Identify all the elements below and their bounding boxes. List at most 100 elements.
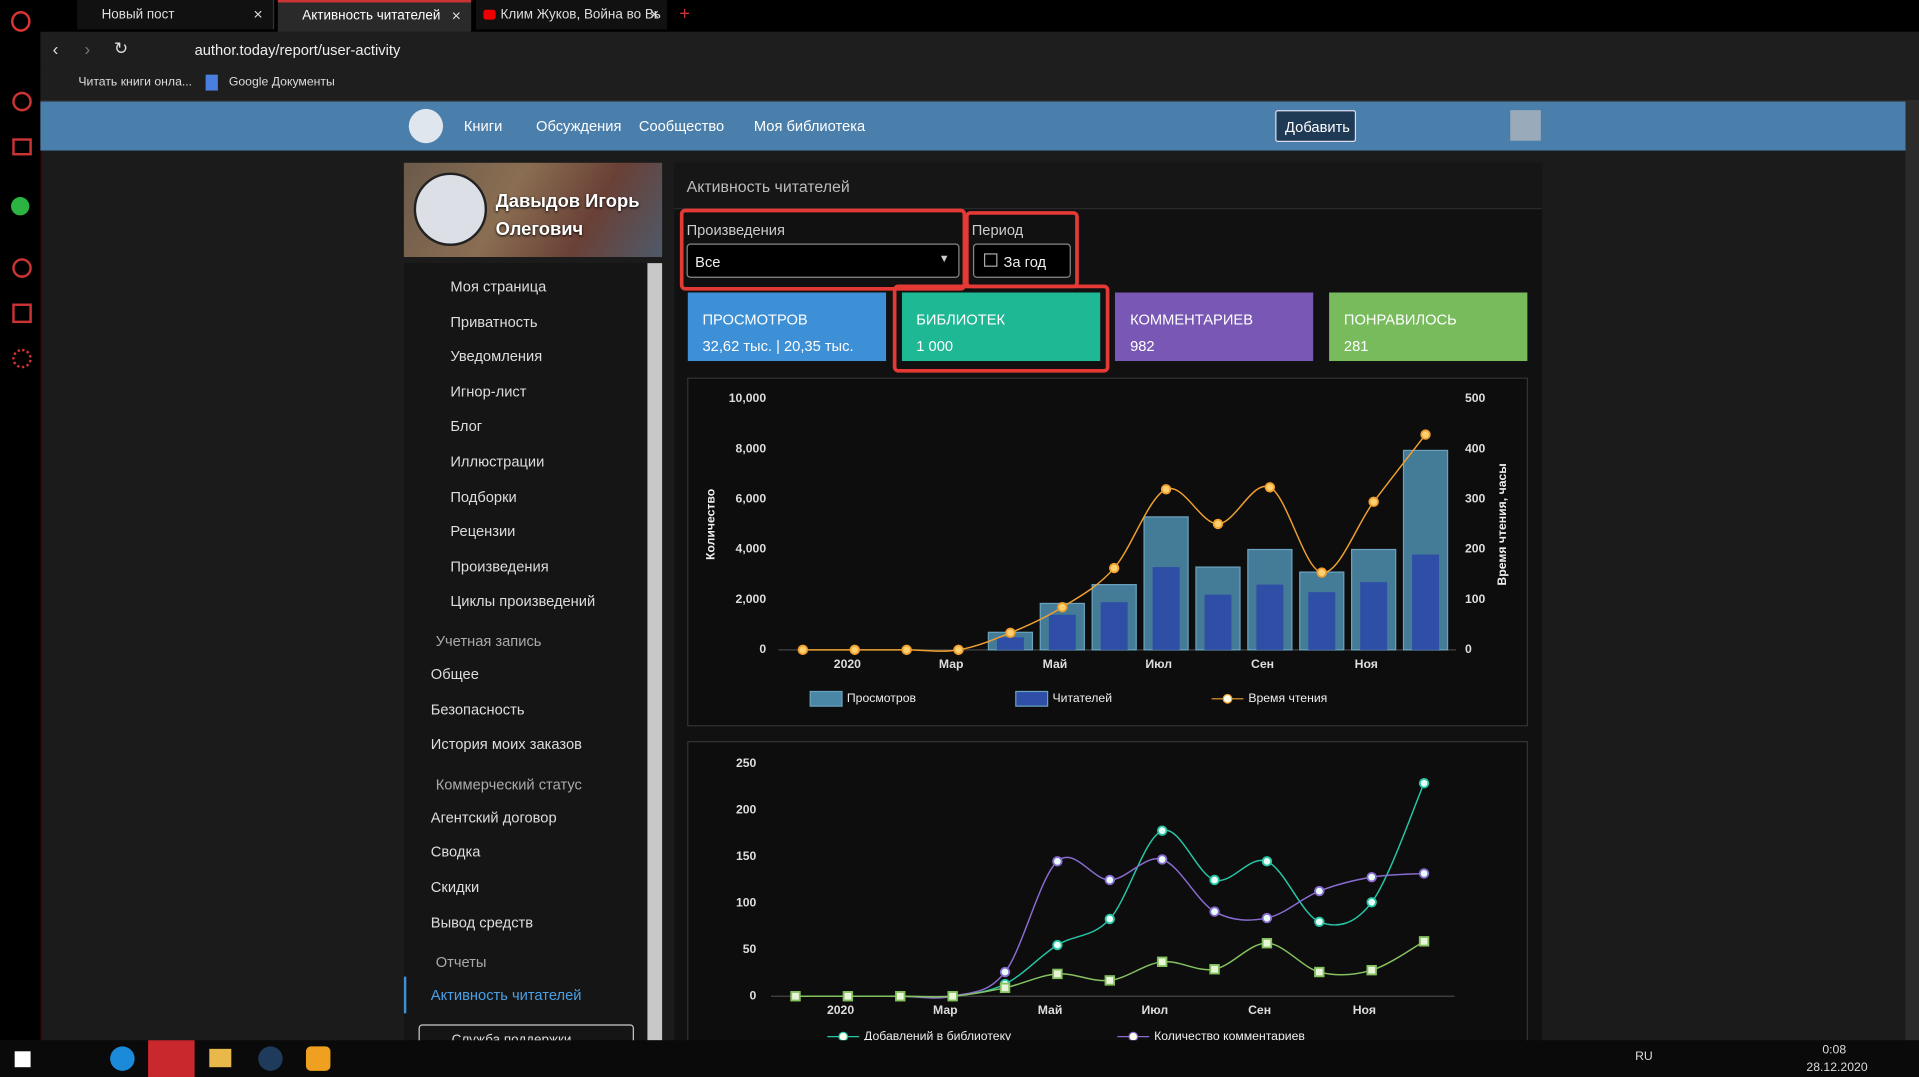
point xyxy=(1210,907,1219,916)
clock-time: 0:08 xyxy=(1822,1044,1846,1057)
point xyxy=(1053,941,1062,950)
bar xyxy=(1256,585,1283,650)
point xyxy=(1263,857,1272,866)
point xyxy=(1158,855,1167,864)
point xyxy=(1106,876,1115,885)
legend-label: Время чтения xyxy=(1248,691,1327,705)
taskbar: RU 0:08 28.12.2020 xyxy=(0,1040,1919,1077)
x-tick-label: Июл xyxy=(1141,1003,1168,1017)
point xyxy=(896,992,905,1001)
point xyxy=(1110,564,1119,573)
start-button[interactable] xyxy=(15,1051,31,1067)
point xyxy=(1106,976,1115,985)
x-tick-label: 2020 xyxy=(834,657,861,671)
y-tick-label: 0 xyxy=(750,988,757,1002)
point xyxy=(1001,984,1010,993)
y-tick-label: 50 xyxy=(743,942,757,956)
x-tick-label: Сен xyxy=(1251,657,1274,671)
point xyxy=(1367,966,1376,975)
y-tick-label: 6,000 xyxy=(736,492,767,506)
point xyxy=(954,646,963,655)
y-tick-label: 500 xyxy=(1465,391,1486,405)
point xyxy=(1315,887,1324,896)
point xyxy=(1001,968,1010,977)
point xyxy=(1158,826,1167,835)
opera-icon[interactable] xyxy=(148,1040,195,1077)
edge-icon[interactable] xyxy=(110,1046,134,1070)
point xyxy=(1210,876,1219,885)
legend-swatch xyxy=(1016,691,1048,706)
point xyxy=(1317,568,1326,577)
point xyxy=(1420,937,1429,946)
bar xyxy=(1049,615,1076,650)
x-tick-label: Мар xyxy=(933,1003,958,1017)
bar xyxy=(997,637,1024,650)
point xyxy=(948,992,957,1001)
language[interactable]: RU xyxy=(1635,1050,1653,1063)
point xyxy=(1315,968,1324,977)
page-scrollbar[interactable] xyxy=(1906,102,1919,1041)
x-tick-label: Мар xyxy=(939,657,964,671)
y-tick-label: 200 xyxy=(736,802,757,816)
point xyxy=(1263,939,1272,948)
bar xyxy=(1153,567,1180,650)
y-tick-label: 200 xyxy=(1465,542,1486,556)
steam-icon[interactable] xyxy=(258,1046,282,1070)
point xyxy=(1053,857,1062,866)
point xyxy=(902,646,911,655)
point xyxy=(791,992,800,1001)
bar xyxy=(1412,555,1439,650)
point xyxy=(799,646,808,655)
x-tick-label: Май xyxy=(1038,1003,1063,1017)
x-tick-label: Сен xyxy=(1248,1003,1271,1017)
clock-date: 28.12.2020 xyxy=(1806,1061,1867,1074)
x-tick-label: Май xyxy=(1043,657,1068,671)
point xyxy=(1158,958,1167,967)
point xyxy=(1106,915,1115,924)
y-tick-label: 150 xyxy=(736,849,757,863)
highlight-frames xyxy=(682,211,1108,371)
app-icon[interactable] xyxy=(306,1046,330,1070)
x-tick-label: Ноя xyxy=(1355,657,1378,671)
point xyxy=(1315,918,1324,927)
point xyxy=(1006,629,1015,638)
bar xyxy=(1205,595,1232,650)
bar xyxy=(1308,592,1335,650)
y-tick-label: 0 xyxy=(759,642,766,656)
point xyxy=(1420,869,1429,878)
x-tick-label: Ноя xyxy=(1353,1003,1376,1017)
legend-swatch xyxy=(810,691,842,706)
x-tick-label: Июл xyxy=(1145,657,1172,671)
y-tick-label: 4,000 xyxy=(736,542,767,556)
point xyxy=(1367,873,1376,882)
point xyxy=(1214,520,1223,529)
legend-label: Читателей xyxy=(1053,691,1113,705)
point xyxy=(1369,498,1378,507)
y-tick-label: 8,000 xyxy=(736,441,767,455)
explorer-icon[interactable] xyxy=(209,1049,231,1067)
y-tick-label: 250 xyxy=(736,756,757,770)
point xyxy=(1420,779,1429,788)
point xyxy=(1421,430,1430,439)
legend-swatch xyxy=(1223,695,1232,704)
point xyxy=(1162,485,1171,494)
point xyxy=(850,646,859,655)
y-tick-label: 100 xyxy=(1465,592,1486,606)
y-tick-label: 0 xyxy=(1465,642,1472,656)
point xyxy=(1210,965,1219,974)
point xyxy=(1053,970,1062,979)
y-tick-label: 300 xyxy=(1465,492,1486,506)
point xyxy=(1266,483,1275,492)
y-tick-label: 400 xyxy=(1465,441,1486,455)
bar xyxy=(1360,582,1387,650)
point xyxy=(1367,898,1376,907)
point xyxy=(844,992,853,1001)
y-tick-label: 100 xyxy=(736,895,757,909)
y-axis-label: Количество xyxy=(703,489,717,560)
y2-axis-label: Время чтения, часы xyxy=(1495,463,1509,585)
point xyxy=(1263,914,1272,923)
x-tick-label: 2020 xyxy=(827,1003,854,1017)
